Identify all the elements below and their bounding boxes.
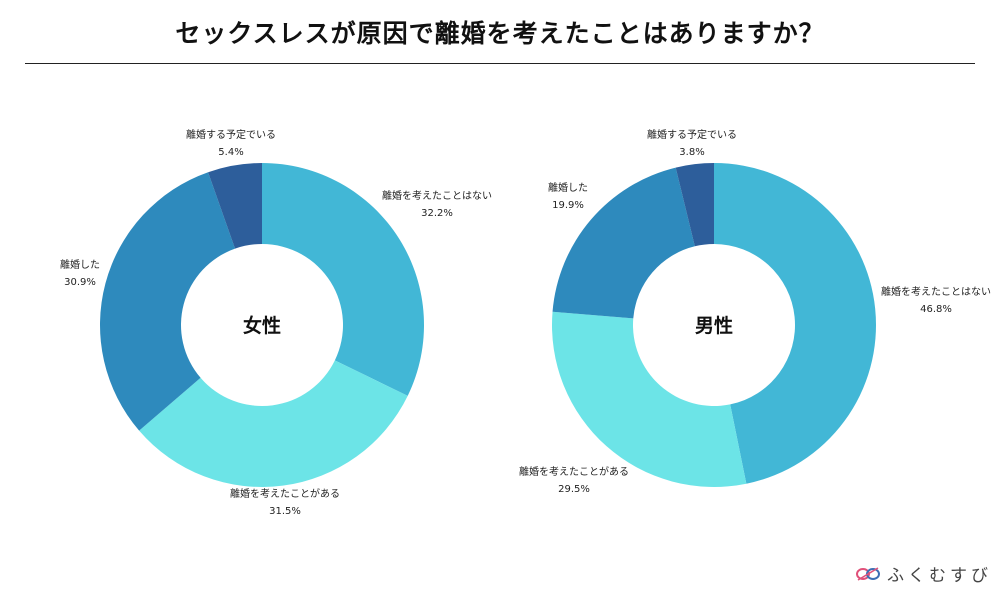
- male-slice-2: [552, 167, 695, 319]
- female-slice-label-2: 離婚した: [60, 258, 100, 271]
- female-slice-value-1: 31.5%: [269, 506, 301, 517]
- female-slice-value-2: 30.9%: [64, 277, 96, 288]
- brand-name: ふくむすび: [887, 565, 992, 586]
- chart-title: セックスレスが原因で離婚を考えたことはありますか？: [175, 19, 825, 48]
- female-slice-1: [139, 360, 408, 487]
- male-slice-label-0: 離婚を考えたことはない: [881, 285, 991, 298]
- female-slice-label-3: 離婚する予定でいる: [186, 128, 276, 141]
- male-center-label: 男性: [695, 314, 733, 337]
- female-center-label: 女性: [243, 314, 281, 337]
- male-slice-3: [675, 163, 714, 247]
- female-slice-value-3: 5.4%: [218, 147, 243, 158]
- male-slice-1: [552, 311, 747, 488]
- title-divider: [25, 63, 975, 64]
- male-slice-label-1: 離婚を考えたことがある: [519, 465, 629, 478]
- female-slice-0: [262, 163, 424, 396]
- female-slice-value-0: 32.2%: [421, 208, 453, 219]
- male-slice-value-0: 46.8%: [920, 304, 952, 315]
- male-slice-label-3: 離婚する予定でいる: [647, 128, 737, 141]
- brand-logo: ふくむすび: [855, 559, 992, 587]
- male-slice-label-2: 離婚した: [548, 181, 588, 194]
- male-slice-value-1: 29.5%: [558, 484, 590, 495]
- male-slice-0: [714, 163, 877, 484]
- male-slice-value-2: 19.9%: [552, 200, 584, 211]
- female-slice-label-0: 離婚を考えたことはない: [382, 189, 492, 202]
- female-slice-label-1: 離婚を考えたことがある: [230, 487, 340, 500]
- knot-icon: [856, 567, 880, 581]
- donut-chart-male: 離婚を考えたことはない 46.8% 離婚を考えたことがある 29.5% 離婚した 19.9…: [519, 128, 991, 495]
- female-slice-2: [100, 172, 236, 431]
- female-slice-3: [208, 163, 262, 249]
- donut-chart-female: 離婚を考えたことはない 32.2% 離婚を考えたことがある 31.5% 離婚した 30.9…: [60, 128, 492, 517]
- male-slice-value-3: 3.8%: [679, 147, 704, 158]
